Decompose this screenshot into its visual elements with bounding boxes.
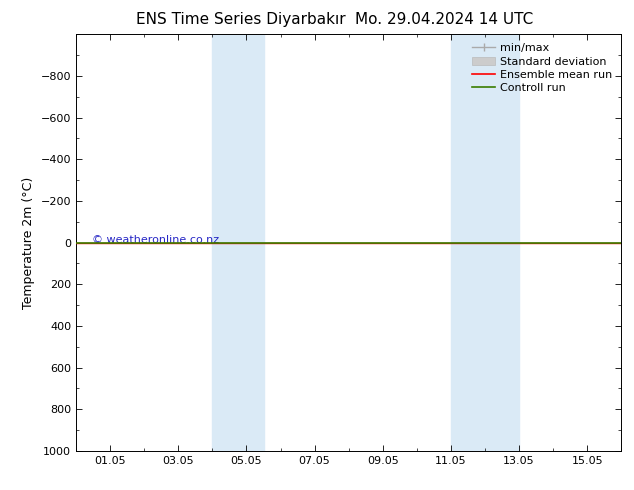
Text: ENS Time Series Diyarbakır: ENS Time Series Diyarbakır [136, 12, 346, 27]
Text: Mo. 29.04.2024 14 UTC: Mo. 29.04.2024 14 UTC [354, 12, 533, 27]
Bar [451, 34, 519, 451]
Bar [212, 34, 264, 451]
Y-axis label: Temperature 2m (°C): Temperature 2m (°C) [22, 176, 35, 309]
Legend: min/max, Standard deviation, Ensemble mean run, Controll run: min/max, Standard deviation, Ensemble me… [469, 40, 616, 97]
Text: © weatheronline.co.nz: © weatheronline.co.nz [93, 236, 219, 245]
